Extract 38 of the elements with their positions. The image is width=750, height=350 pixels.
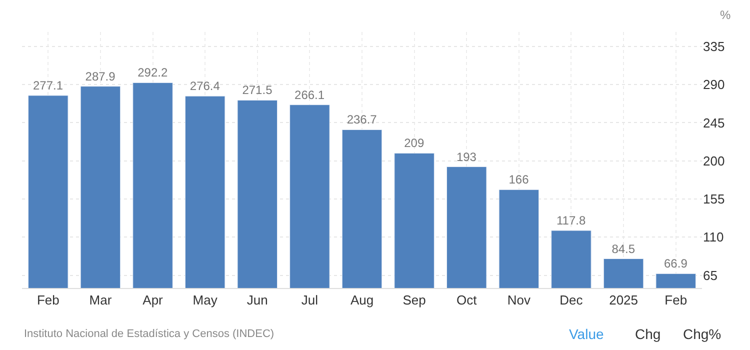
x-tick-label: Jun [246,292,268,308]
data-label: 84.5 [612,242,636,256]
x-tick-label: Oct [456,292,478,308]
data-label: 193 [456,150,477,164]
y-tick-label: 245 [703,115,725,130]
data-label: 166 [508,172,530,187]
x-tick-label: Aug [350,292,374,308]
data-label: 236.7 [346,112,378,127]
data-label: 209 [404,136,424,150]
y-tick-label: 200 [703,153,725,168]
data-label: 277.1 [32,78,64,92]
text: Chg [635,326,661,342]
data-label: 292.2 [138,66,168,80]
y-tick-label: 155 [703,192,725,207]
x-tick-label: Dec [560,292,584,308]
data-label: 117.8 [556,214,586,228]
data-label: 266.1 [294,88,325,102]
data-label: 66.9 [664,256,688,271]
y-tick-label: 335 [703,38,725,54]
text: Instituto Nacional de Estadística y Censos (INDEC) [24,328,274,340]
text: Chg% [683,326,722,342]
y-tick-label: 110 [703,230,724,245]
x-tick-label: Jul [301,292,318,308]
y-tick-label: 65 [703,268,718,283]
y-axis-title: % [720,8,731,22]
data-label: 276.4 [190,79,220,94]
x-tick-label: May [192,292,218,308]
x-tick-label: Feb [36,292,60,308]
x-tick-label: Nov [507,292,531,308]
x-tick-label: Apr [142,292,164,308]
data-label: 287.9 [85,69,116,84]
y-tick-label: 290 [703,77,725,92]
x-tick-label: Sep [402,292,426,308]
data-label: 271.5 [242,83,273,98]
text: Value [569,326,604,342]
x-tick-label: Feb [664,292,688,308]
x-tick-label: 2025 [609,292,638,308]
x-tick-label: Mar [89,292,112,308]
